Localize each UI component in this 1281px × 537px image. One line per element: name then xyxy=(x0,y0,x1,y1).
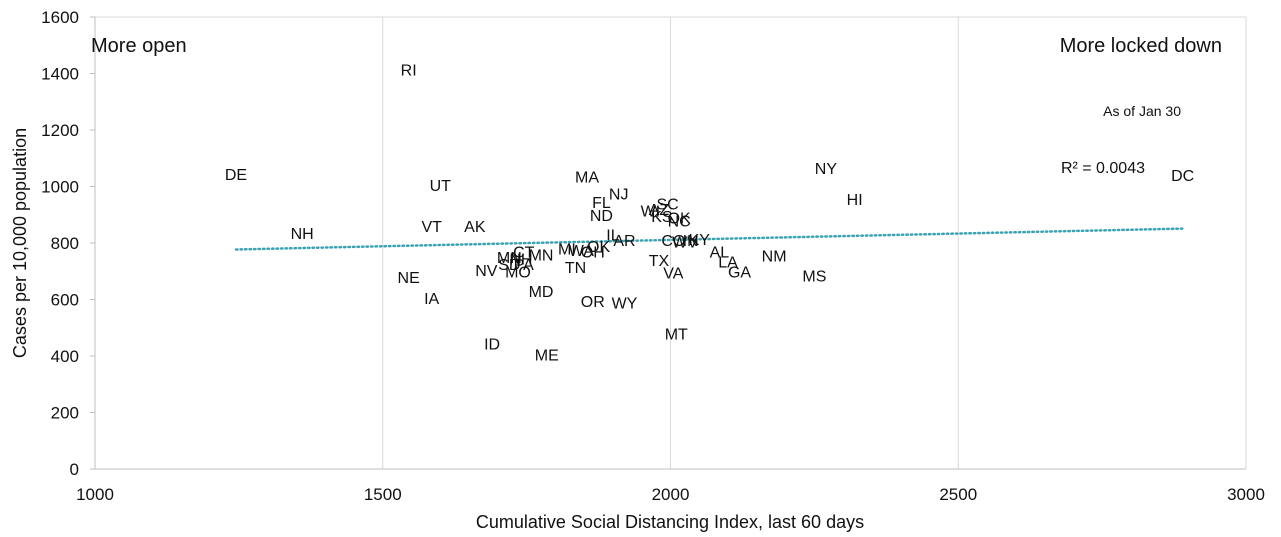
data-point-label-nd: ND xyxy=(590,208,613,225)
data-point-label-pa: PA xyxy=(514,257,534,274)
data-point-label-nv: NV xyxy=(475,263,498,280)
data-point-label-mi: MI xyxy=(558,242,576,259)
y-tick-label: 1200 xyxy=(41,121,79,140)
data-point-label-nc: NC xyxy=(668,213,691,230)
x-tick-label: 3000 xyxy=(1227,485,1265,504)
data-point-label-nh: NH xyxy=(291,226,314,243)
data-point-label-il: IL xyxy=(606,228,619,245)
y-tick-label: 600 xyxy=(51,291,79,310)
annotation-more-locked-down: More locked down xyxy=(1060,35,1222,57)
x-tick-label: 2000 xyxy=(652,485,690,504)
x-tick-label: 1500 xyxy=(364,485,402,504)
data-point-label-az: AZ xyxy=(649,202,670,219)
data-point-label-fl: FL xyxy=(592,195,611,212)
x-tick-label: 2500 xyxy=(939,485,977,504)
data-point-label-wi: WI xyxy=(641,204,661,221)
data-point-label-sc: SC xyxy=(657,196,679,213)
y-tick-label: 1400 xyxy=(41,65,79,84)
data-point-label-al: AL xyxy=(710,244,730,261)
axes xyxy=(90,16,1246,470)
data-point-label-vt: VT xyxy=(421,219,442,236)
data-point-label-ms: MS xyxy=(802,268,826,285)
y-tick-label: 1000 xyxy=(41,178,79,197)
annotation-as-of: As of Jan 30 xyxy=(1103,103,1181,119)
data-point-label-ok: OK xyxy=(668,211,691,228)
data-point-label-tn: TN xyxy=(565,260,586,277)
x-tick-label: 1000 xyxy=(76,485,114,504)
data-point-label-mt: MT xyxy=(665,326,688,343)
data-point-label-wy: WY xyxy=(612,295,638,312)
data-point-label-ky: KY xyxy=(689,232,711,249)
data-point-label-ut: UT xyxy=(430,178,452,195)
data-point-label-wv: WV xyxy=(672,235,698,252)
data-point-label-ny: NY xyxy=(815,161,838,178)
data-point-label-me: ME xyxy=(535,348,559,365)
annotation-more-open: More open xyxy=(91,35,187,57)
data-point-label-nj: NJ xyxy=(609,187,629,204)
y-tick-label: 0 xyxy=(70,460,79,479)
data-point-label-or: OR xyxy=(581,294,605,311)
data-point-label-tx: TX xyxy=(649,253,670,270)
data-point-label-ok: OK xyxy=(587,239,610,256)
data-point-label-sd: SD xyxy=(498,257,520,274)
data-point-label-va: VA xyxy=(663,266,683,283)
y-tick-label: 200 xyxy=(51,404,79,423)
data-point-label-nm: NM xyxy=(762,249,787,266)
y-tick-label: 1600 xyxy=(41,8,79,27)
data-point-label-ks: KS xyxy=(651,209,672,226)
data-point-label-mn: MN xyxy=(529,247,554,264)
y-axis-title: Cases per 10,000 population xyxy=(10,128,30,358)
y-tick-label: 800 xyxy=(51,234,79,253)
data-point-label-ak: AK xyxy=(464,219,486,236)
data-point-label-ma: MA xyxy=(575,170,599,187)
x-axis-title: Cumulative Social Distancing Index, last… xyxy=(476,512,864,532)
data-point-label-hi: HI xyxy=(847,192,863,209)
data-point-label-wa: WA xyxy=(569,243,595,260)
trendline-r2-label: R² = 0.0043 xyxy=(1061,160,1145,177)
data-point-label-oh: OH xyxy=(581,244,605,261)
data-point-label-id: ID xyxy=(484,336,500,353)
data-point-label-ia: IA xyxy=(424,291,439,308)
trendline-path xyxy=(234,227,1184,251)
trendline xyxy=(234,227,1184,251)
data-point-label-md: MD xyxy=(529,284,554,301)
data-point-label-nh: NH xyxy=(509,252,532,269)
data-point-label-in: IN xyxy=(683,233,699,250)
data-point-label-mo: MO xyxy=(505,264,531,281)
data-point-label-ne: NE xyxy=(398,270,420,287)
data-point-label-la: LA xyxy=(718,254,738,271)
data-point-label-co: CO xyxy=(661,233,685,250)
data-point-label-mn: MN xyxy=(497,250,522,267)
data-point-label-ri: RI xyxy=(401,62,417,79)
data-point-label-ga: GA xyxy=(728,264,751,281)
data-point-label-de: DE xyxy=(225,167,247,184)
tick-labels: 1000 1500 2000 2500 3000 0 200 400 600 800 1000 120… xyxy=(41,8,1265,504)
data-point-label-ct: CT xyxy=(513,244,535,261)
data-point-label-dc: DC xyxy=(1171,168,1194,185)
data-point-label-ar: AR xyxy=(613,233,635,250)
y-tick-label: 400 xyxy=(51,347,79,366)
